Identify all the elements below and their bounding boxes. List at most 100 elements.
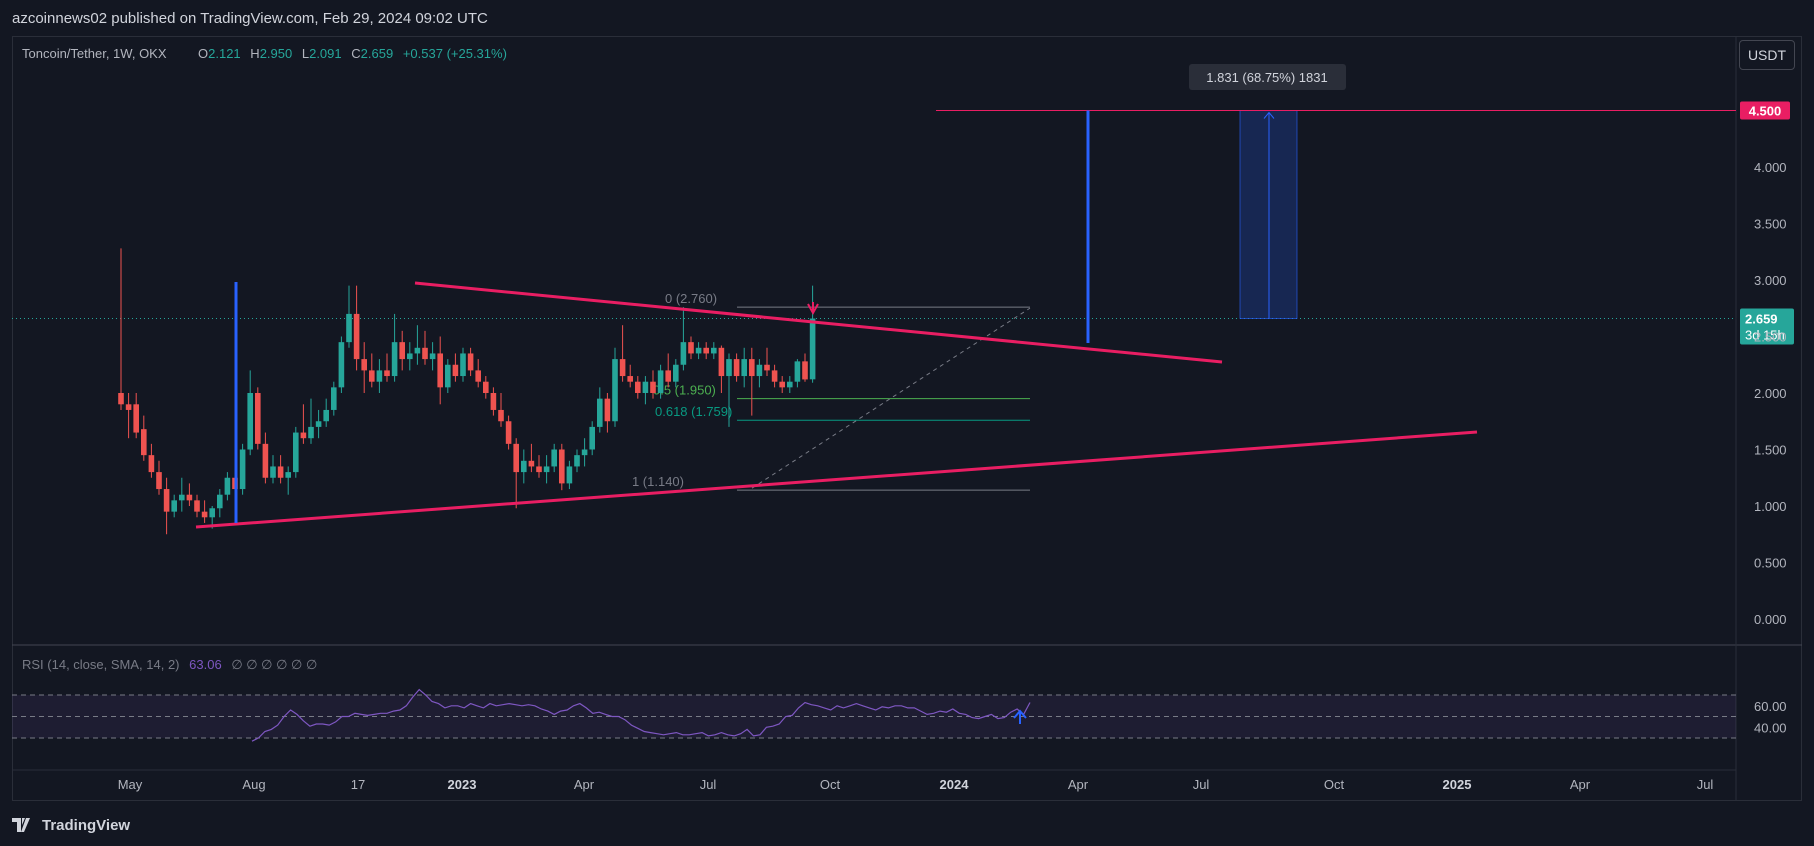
rsi-line[interactable] [251,688,1031,742]
candle[interactable] [589,421,595,456]
candle[interactable] [802,353,808,382]
candle-body [749,359,755,377]
candle[interactable] [619,325,626,382]
candle[interactable] [361,342,367,393]
candle[interactable] [285,466,291,495]
candle[interactable] [597,387,603,433]
candle[interactable] [498,393,504,427]
candle[interactable] [642,376,649,405]
candle[interactable] [604,393,611,433]
candle[interactable] [125,393,132,439]
candle[interactable] [384,353,390,382]
candle[interactable] [794,359,801,388]
candle[interactable] [551,443,557,473]
candle[interactable] [756,359,763,388]
candle[interactable] [118,248,124,410]
candle[interactable] [703,342,709,360]
candle[interactable] [657,364,664,399]
candle[interactable] [239,443,246,495]
candle[interactable] [680,307,687,371]
candle[interactable] [521,449,527,484]
candle[interactable] [262,432,269,484]
candle[interactable] [543,455,550,484]
candle[interactable] [194,494,200,518]
candle[interactable] [733,353,740,382]
candle[interactable] [741,347,747,388]
candle[interactable] [338,336,345,394]
candle[interactable] [369,353,375,388]
candle[interactable] [771,364,778,388]
candle[interactable] [148,443,155,478]
candle[interactable] [407,342,413,371]
upper-trendline[interactable] [414,281,1223,364]
candle[interactable] [688,336,694,360]
candle[interactable] [490,387,497,416]
currency-button[interactable]: USDT [1739,40,1795,70]
candle[interactable] [346,285,352,348]
candle[interactable] [665,353,671,388]
candle[interactable] [255,387,261,450]
candle[interactable] [171,494,177,518]
candle[interactable] [749,347,755,416]
candle[interactable] [764,347,770,377]
candle[interactable] [163,477,170,535]
candle-body [642,381,649,393]
candle[interactable] [559,443,565,491]
candle[interactable] [414,325,421,365]
candle[interactable] [718,345,725,393]
candle[interactable] [300,404,307,444]
candle[interactable] [779,376,785,393]
candle[interactable] [391,313,398,382]
candle[interactable] [650,370,656,399]
candle[interactable] [475,359,481,388]
candle[interactable] [566,460,573,490]
candle[interactable] [574,449,580,473]
candle[interactable] [581,438,588,467]
candle[interactable] [437,336,443,405]
candle[interactable] [224,472,231,501]
candle[interactable] [513,438,519,509]
candle[interactable] [323,398,329,427]
candle[interactable] [270,455,276,484]
candle[interactable] [186,483,193,506]
price-tick-label: 1.500 [1754,443,1787,458]
candle[interactable] [635,376,641,399]
candle[interactable] [247,370,253,456]
candle[interactable] [445,359,451,393]
candle[interactable] [711,342,717,360]
candle[interactable] [809,285,816,383]
candle[interactable] [787,376,793,393]
price-tick-label: 2.500 [1754,330,1787,345]
candle[interactable] [156,460,162,495]
candle[interactable] [376,359,383,393]
candle[interactable] [277,455,284,484]
candle[interactable] [141,415,147,461]
lower-trendline[interactable] [195,430,1478,529]
candle[interactable] [467,347,474,377]
candle[interactable] [308,398,314,444]
candle[interactable] [201,500,208,523]
candle[interactable] [179,477,185,512]
candle[interactable] [673,359,679,388]
candle[interactable] [460,347,466,382]
candle[interactable] [528,443,535,473]
candle[interactable] [315,409,322,439]
candle[interactable] [536,455,542,478]
candle[interactable] [293,426,299,478]
candle[interactable] [452,353,459,382]
candle[interactable] [612,347,618,427]
candle[interactable] [422,330,428,365]
candle[interactable] [695,342,702,360]
candle[interactable] [331,381,337,416]
chart-frame[interactable] [12,36,1802,801]
candle[interactable] [627,364,633,388]
candle[interactable] [726,353,732,427]
candle[interactable] [133,393,139,439]
candle[interactable] [353,285,360,371]
candle[interactable] [483,376,489,399]
candle[interactable] [429,342,436,371]
candle[interactable] [399,330,405,371]
candle[interactable] [505,415,512,450]
candle[interactable] [217,489,223,518]
